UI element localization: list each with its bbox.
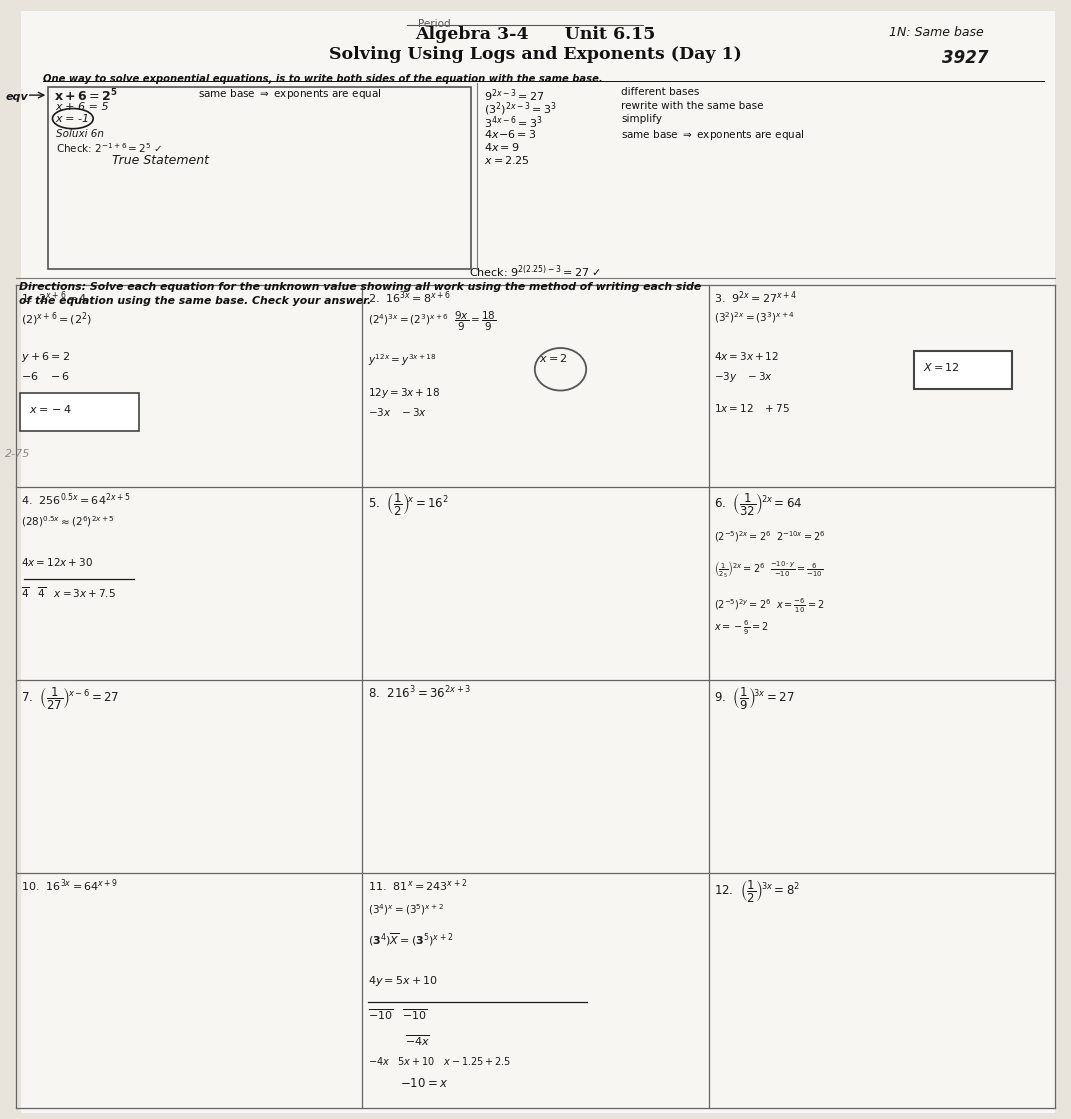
Text: x = -1: x = -1 <box>56 114 90 124</box>
Text: $(2^4)^{3x} = (2^3)^{x+6}$  $\dfrac{9x}{9} = \dfrac{18}{9}$: $(2^4)^{3x} = (2^3)^{x+6}$ $\dfrac{9x}{9… <box>367 310 496 333</box>
Text: $(2)^{x+6} = (2^2)$: $(2)^{x+6} = (2^2)$ <box>21 310 92 328</box>
Text: rewrite with the same base: rewrite with the same base <box>621 101 764 111</box>
Text: $y^{12x} = y^{3x+18}$: $y^{12x} = y^{3x+18}$ <box>367 352 436 368</box>
Text: 9.  $\left(\dfrac{1}{9}\right)^{\!3x} = 27$: 9. $\left(\dfrac{1}{9}\right)^{\!3x} = 2… <box>714 685 795 711</box>
Text: $(2^{-5})^{2y} = 2^6$  $x = \frac{-6}{10} = 2$: $(2^{-5})^{2y} = 2^6$ $x = \frac{-6}{10}… <box>714 596 825 614</box>
Text: $(2^{-5})^{2x} = 2^6$  $2^{-10x} = 2^6$: $(2^{-5})^{2x} = 2^6$ $2^{-10x} = 2^6$ <box>714 529 826 544</box>
Text: $X = 12$: $X = 12$ <box>923 361 960 374</box>
Text: Algebra 3-4      Unit 6.15: Algebra 3-4 Unit 6.15 <box>416 26 655 43</box>
FancyBboxPatch shape <box>915 351 1012 389</box>
Text: $3^{4x-6} = 3^3$: $3^{4x-6} = 3^3$ <box>484 114 543 131</box>
Text: same base $\Rightarrow$ exponents are equal: same base $\Rightarrow$ exponents are eq… <box>198 87 381 102</box>
Text: One way to solve exponential equations, is to write both sides of the equation w: One way to solve exponential equations, … <box>43 74 603 84</box>
Text: 11.  $81^x = 243^{x+2}$: 11. $81^x = 243^{x+2}$ <box>367 878 467 894</box>
Text: Check: $2^{-1+6} = 2^5$ $\checkmark$: Check: $2^{-1+6} = 2^5$ $\checkmark$ <box>56 141 162 154</box>
Text: $\overline{-10}$   $\overline{-10}$: $\overline{-10}$ $\overline{-10}$ <box>367 1008 427 1023</box>
Text: $1x = 12 \quad +75$: $1x = 12 \quad +75$ <box>714 402 790 414</box>
Text: $-6 \quad -6$: $-6 \quad -6$ <box>21 370 71 383</box>
Text: 8.  $216^3 = 36^{2x+3}$: 8. $216^3 = 36^{2x+3}$ <box>367 685 471 702</box>
Text: simplify: simplify <box>621 114 662 124</box>
Text: $\overline{4}$   $\overline{4}$   $x = 3x+7.5$: $\overline{4}$ $\overline{4}$ $x = 3x+7.… <box>21 585 117 600</box>
Text: $(3^2)^{2x-3} = 3^3$: $(3^2)^{2x-3} = 3^3$ <box>484 101 557 119</box>
Text: eqv: eqv <box>5 92 28 102</box>
Text: $x = -\frac{6}{9} = 2$: $x = -\frac{6}{9} = 2$ <box>714 619 769 637</box>
Text: 7.  $\left(\dfrac{1}{27}\right)^{\!x-6} = 27$: 7. $\left(\dfrac{1}{27}\right)^{\!x-6} =… <box>21 685 120 711</box>
Text: $12y = 3x+18$: $12y = 3x+18$ <box>367 386 440 401</box>
Text: 6.  $\left(\dfrac{1}{32}\right)^{\!2x} = 64$: 6. $\left(\dfrac{1}{32}\right)^{\!2x} = … <box>714 491 802 517</box>
Text: different bases: different bases <box>621 87 699 97</box>
Text: Period: Period <box>418 19 450 29</box>
Text: $\overline{-4x}$: $\overline{-4x}$ <box>405 1034 431 1049</box>
Text: $4y = 5x + 10$: $4y = 5x + 10$ <box>367 975 438 988</box>
Text: $y + 6 = 2$: $y + 6 = 2$ <box>21 350 71 365</box>
Text: Directions: Solve each equation for the unknown value showing all work using the: Directions: Solve each equation for the … <box>19 282 702 305</box>
Text: $(\mathbf{3}^4)\overline{X} = (\mathbf{3}^5)^{x+2}$: $(\mathbf{3}^4)\overline{X} = (\mathbf{3… <box>367 932 453 948</box>
Text: $-10 = x$: $-10 = x$ <box>399 1078 448 1090</box>
Text: $4x = 9$: $4x = 9$ <box>484 141 519 153</box>
Text: 12.  $\left(\dfrac{1}{2}\right)^{\!3x} = 8^2$: 12. $\left(\dfrac{1}{2}\right)^{\!3x} = … <box>714 878 800 904</box>
FancyBboxPatch shape <box>20 393 139 431</box>
Text: 2-75: 2-75 <box>5 449 31 459</box>
Text: 5.  $\left(\dfrac{1}{2}\right)^{\!x} = 16^2$: 5. $\left(\dfrac{1}{2}\right)^{\!x} = 16… <box>367 491 449 517</box>
Text: 1N: Same base: 1N: Same base <box>889 26 983 39</box>
FancyBboxPatch shape <box>48 87 471 269</box>
Text: $x = 2$: $x = 2$ <box>539 352 568 365</box>
Text: 1.  $2^{x+6} = 4$: 1. $2^{x+6} = 4$ <box>21 290 88 307</box>
Text: $4x = 3x + 12$: $4x = 3x + 12$ <box>714 350 779 363</box>
Text: 2.  $16^{3x} = 8^{x+6}$: 2. $16^{3x} = 8^{x+6}$ <box>367 290 451 307</box>
Text: 10.  $16^{3x} = 64^{x+9}$: 10. $16^{3x} = 64^{x+9}$ <box>21 878 119 894</box>
Text: $9^{2x-3} = 27$: $9^{2x-3} = 27$ <box>484 87 544 104</box>
Text: $x = -4$: $x = -4$ <box>29 403 72 415</box>
Text: $-3y \quad -3x$: $-3y \quad -3x$ <box>714 370 773 385</box>
Text: True Statement: True Statement <box>112 154 210 168</box>
Text: same base $\Rightarrow$ exponents are equal: same base $\Rightarrow$ exponents are eq… <box>621 128 804 142</box>
Text: $4x \!-\! 6 = 3$: $4x \!-\! 6 = 3$ <box>484 128 537 140</box>
Text: 3927: 3927 <box>942 49 989 67</box>
Text: $(3^2)^{2x} = (3^3)^{x+4}$: $(3^2)^{2x} = (3^3)^{x+4}$ <box>714 310 795 325</box>
Text: $-3x \quad -3x$: $-3x \quad -3x$ <box>367 406 427 419</box>
Text: $\left(\frac{1}{2_5}\right)^{2x} = 2^6$  $\frac{-10 \cdot y}{-10} = \frac{6}{-10: $\left(\frac{1}{2_5}\right)^{2x} = 2^6$ … <box>714 560 824 581</box>
Text: $x = 2.25$: $x = 2.25$ <box>484 154 530 167</box>
Text: $4x = 12x + 30$: $4x = 12x + 30$ <box>21 556 93 568</box>
Text: $-4x \quad 5x+10 \quad x-1.25+2.5$: $-4x \quad 5x+10 \quad x-1.25+2.5$ <box>367 1055 511 1066</box>
Text: 3.  $9^{2x} = 27^{x+4}$: 3. $9^{2x} = 27^{x+4}$ <box>714 290 798 307</box>
Text: Solving Using Logs and Exponents (Day 1): Solving Using Logs and Exponents (Day 1) <box>329 46 742 63</box>
Text: $\mathbf{x+6} = \mathbf{2^5}$: $\mathbf{x+6} = \mathbf{2^5}$ <box>54 87 117 104</box>
Text: $(28)^{0.5x} \approx (2^6)^{2x+5}$: $(28)^{0.5x} \approx (2^6)^{2x+5}$ <box>21 514 116 528</box>
Text: $(3^4)^x = (3^5)^{x+2}$: $(3^4)^x = (3^5)^{x+2}$ <box>367 903 443 918</box>
Text: x + 6 = 5: x + 6 = 5 <box>56 102 109 112</box>
Text: 4.  $256^{0.5x} = 64^{2x+5}$: 4. $256^{0.5x} = 64^{2x+5}$ <box>21 491 131 508</box>
Text: Soluxi 6n: Soluxi 6n <box>56 129 104 139</box>
Text: Check: $9^{2(2.25)-3} = 27$ $\checkmark$: Check: $9^{2(2.25)-3} = 27$ $\checkmark$ <box>469 263 602 280</box>
